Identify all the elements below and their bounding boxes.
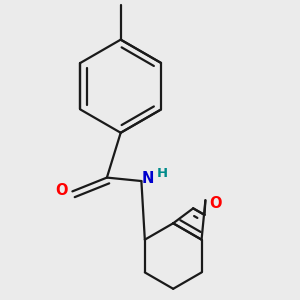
Text: O: O: [209, 196, 221, 211]
Text: N: N: [141, 171, 154, 186]
Text: H: H: [157, 167, 168, 180]
Text: O: O: [55, 183, 68, 198]
